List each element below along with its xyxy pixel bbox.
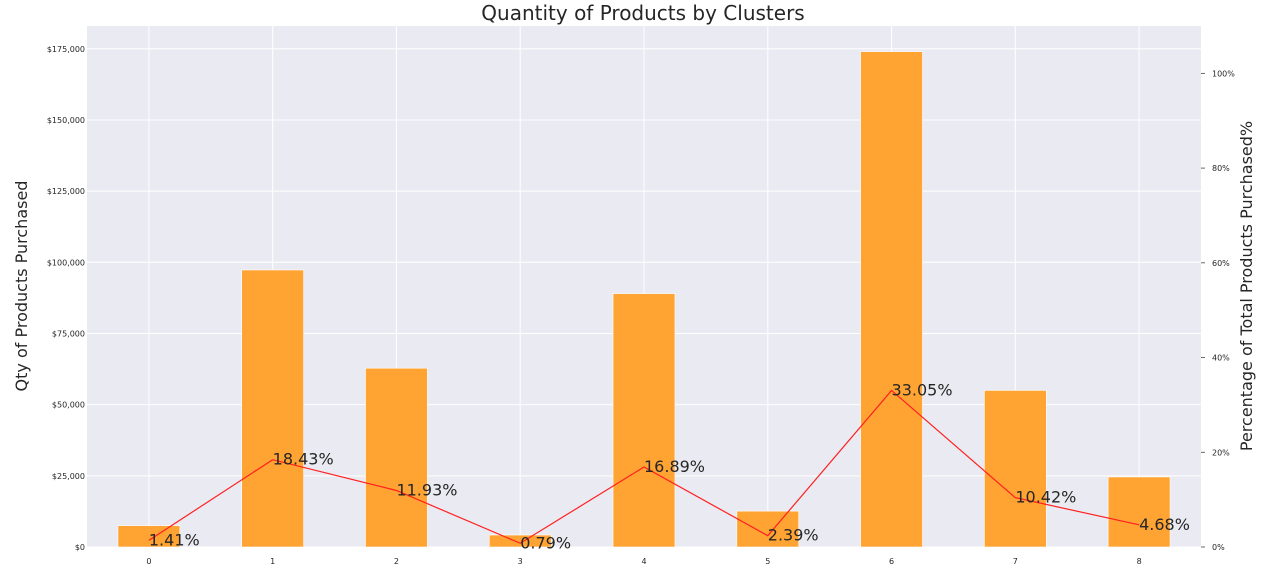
right-y-tick-label: 60% [1212,259,1230,268]
bar [984,390,1047,548]
bar [488,534,552,548]
chart-title: Quantity of Products by Clusters [481,1,804,25]
percentage-line [148,389,1140,544]
y-axis-label: Qty of Products Purchased [12,181,31,392]
y-tick-label: $25,000 [52,472,85,481]
x-tick-label: 1 [270,557,275,565]
y-tick-label: $125,000 [47,187,85,196]
bar [365,367,428,548]
y-tick-label: $50,000 [52,401,85,410]
bar [1107,476,1171,548]
data-label: 33.05% [892,380,953,399]
data-label: 4.68% [1139,515,1190,534]
x-tick-label: 7 [1013,557,1018,565]
data-label: 0.79% [520,533,571,552]
data-label: 18.43% [273,450,334,469]
right-y-tick-label: 80% [1212,164,1230,173]
right-y-axis-label: Percentage of Total Products Purchased% [1237,121,1256,451]
bar [612,293,676,548]
x-tick-label: 4 [641,557,646,565]
y-tick-label: $75,000 [52,329,85,338]
x-tick-label: 2 [394,557,399,565]
y-tick-label: $100,000 [47,258,85,267]
right-y-tick-label: 40% [1212,354,1230,363]
data-label: 16.89% [644,457,705,476]
bar [117,525,181,548]
bar-series [117,51,1171,548]
right-y-tick-label: 100% [1212,69,1235,78]
y-tick-label: $0 [75,543,85,552]
right-y-tick-label: 0% [1212,543,1225,552]
x-tick-label: 6 [889,557,894,565]
y-tick-label: $150,000 [47,116,85,125]
data-label: 2.39% [768,526,819,545]
x-tick-label: 0 [146,557,151,565]
bar [860,51,923,548]
data-label: 10.42% [1015,488,1076,507]
x-tick-label: 8 [1137,557,1142,565]
right-y-tick-label: 20% [1212,448,1230,457]
x-tick-label: 5 [765,557,770,565]
data-label: 1.41% [149,530,200,549]
bar [241,269,304,548]
y-tick-label: $175,000 [47,45,85,54]
data-label: 11.93% [396,480,457,499]
x-tick-label: 3 [518,557,523,565]
bar [736,510,800,548]
